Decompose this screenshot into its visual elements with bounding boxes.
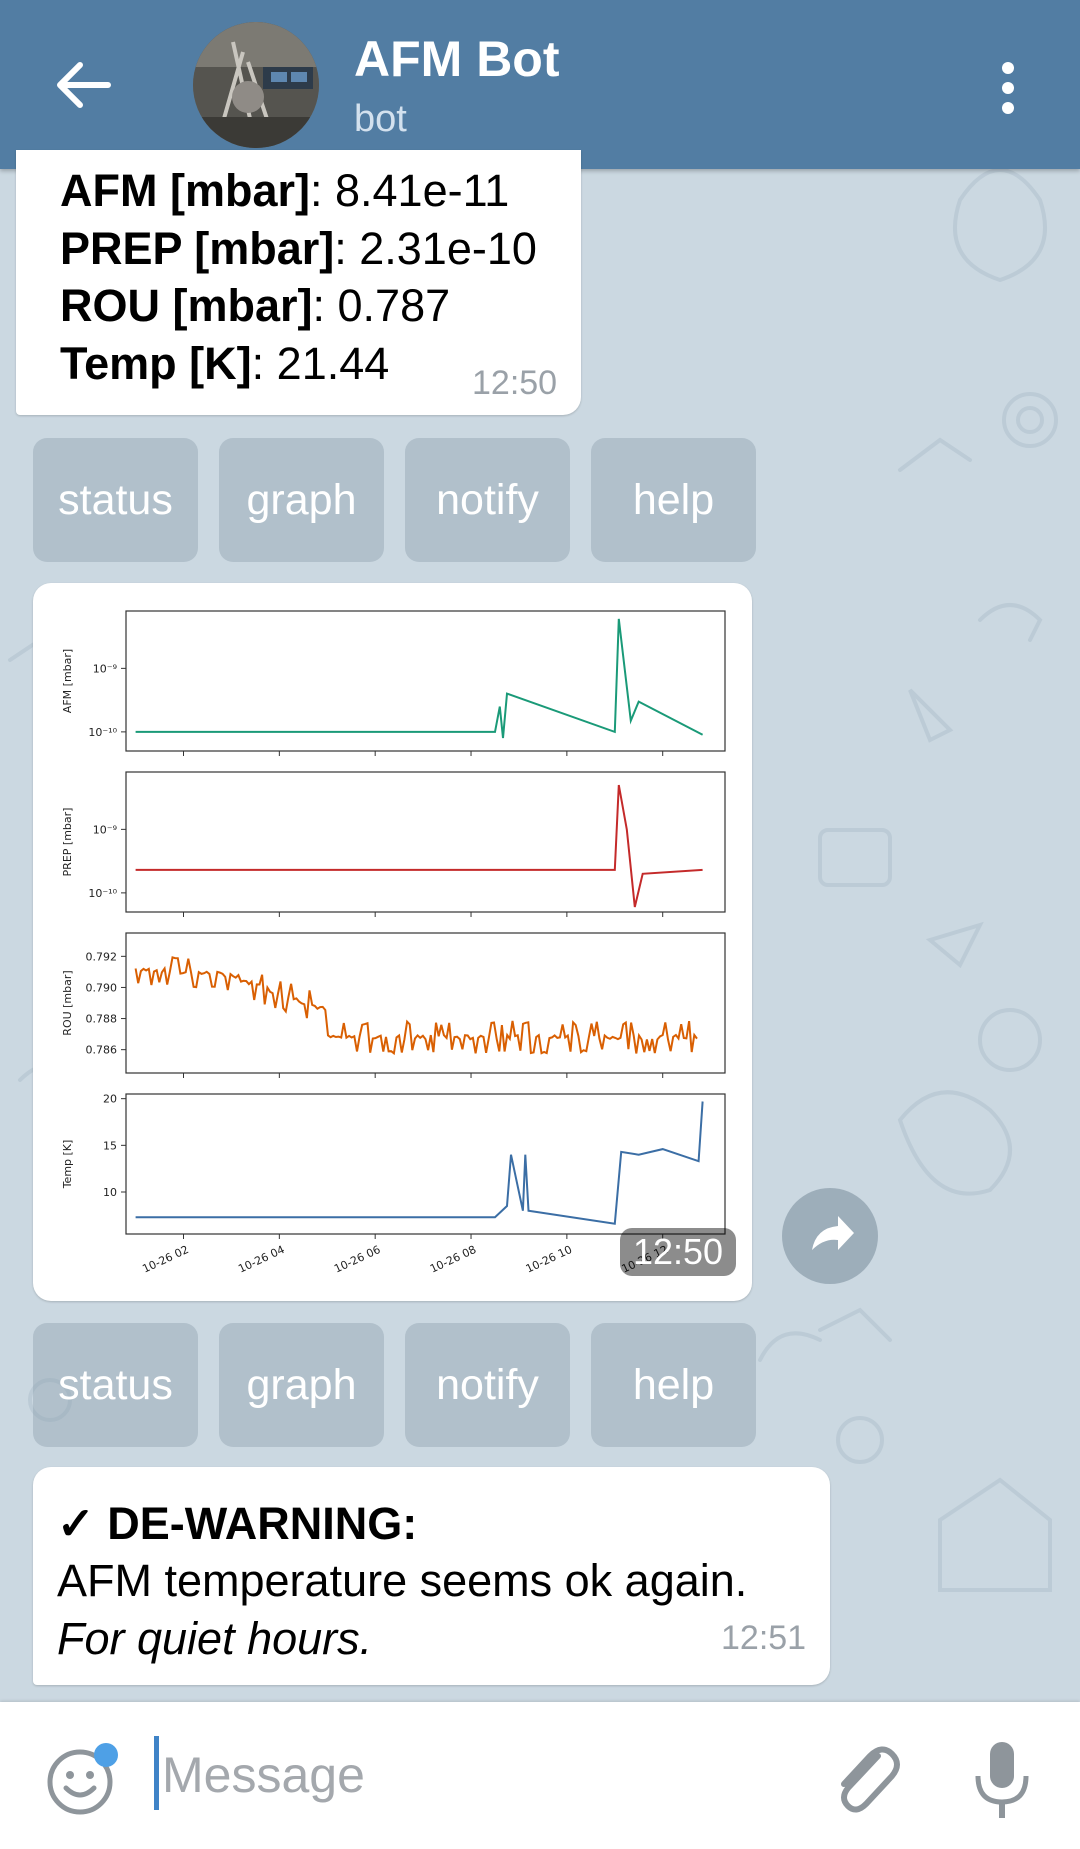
message-composer [0,1702,1080,1849]
chat-header: AFM Bot bot [0,0,1080,169]
x-tick-label: 10-26 10 [524,1243,574,1276]
y-tick-label: 20 [103,1093,117,1106]
y-axis-label: PREP [mbar] [61,808,74,877]
keyboard-graph-button[interactable]: graph [219,438,384,562]
status-line-rou: ROU [mbar]: 0.787 [60,280,451,331]
y-tick-label: 0.788 [86,1013,118,1026]
y-tick-label: 15 [103,1139,117,1152]
status-line-temp: Temp [K]: 21.44 [60,338,390,389]
keyboard-help-button[interactable]: help [591,438,756,562]
emoji-icon[interactable] [44,1742,120,1818]
y-tick-label: 10⁻¹⁰ [88,726,117,739]
message-time: 12:50 [472,364,558,402]
y-tick-label: 10⁻⁹ [93,662,117,675]
x-tick-label: 10-26 04 [236,1243,286,1276]
x-tick-label: 10-26 02 [140,1243,190,1276]
avatar-image [193,22,319,148]
status-line-prep: PREP [mbar]: 2.31e-10 [60,223,537,274]
series-line [135,618,704,739]
message-input[interactable] [160,1732,784,1818]
warning-title: ✓ DE-WARNING: [57,1498,418,1549]
warning-message: ✓ DE-WARNING: AFM temperature seems ok a… [33,1467,830,1685]
y-axis-label: Temp [K] [61,1140,74,1190]
message-time: 12:50 [620,1228,736,1276]
warning-text: AFM temperature seems ok again. [57,1555,748,1606]
keyboard-status-button[interactable]: status [33,1323,198,1447]
status-line-afm: AFM [mbar]: 8.41e-11 [60,165,510,216]
y-tick-label: 10 [103,1186,117,1199]
y-tick-label: 10⁻¹⁰ [88,887,117,900]
y-tick-label: 10⁻⁹ [93,823,117,836]
paperclip-icon[interactable] [826,1738,902,1818]
more-vertical-icon[interactable] [990,58,1026,118]
chat-title: AFM Bot [354,31,560,87]
keyboard-graph-button[interactable]: graph [219,1323,384,1447]
status-message: AFM [mbar]: 8.41e-11 PREP [mbar]: 2.31e-… [16,150,581,415]
share-button[interactable] [782,1188,878,1284]
series-line [135,784,703,908]
y-axis-label: AFM [mbar] [61,649,74,713]
warning-note: For quiet hours. [57,1613,373,1664]
y-tick-label: 0.792 [86,950,118,963]
keyboard-notify-button[interactable]: notify [405,1323,570,1447]
plot-frame [125,610,726,752]
plot-frame [125,771,726,913]
message-time: 12:51 [721,1619,807,1657]
keyboard-help-button[interactable]: help [591,1323,756,1447]
microphone-icon[interactable] [972,1738,1032,1824]
share-icon [812,1216,854,1250]
keyboard-status-button[interactable]: status [33,438,198,562]
y-tick-label: 0.786 [86,1044,118,1057]
x-tick-label: 10-26 08 [428,1243,478,1276]
series-line [135,1101,704,1225]
y-tick-label: 0.790 [86,981,118,994]
text-cursor [154,1736,159,1810]
avatar[interactable] [193,22,319,148]
graph-message[interactable]: 10⁻¹⁰ 10⁻⁹ AFM [mbar] 10⁻¹⁰ 10⁻⁹ PREP [mbar] 0… [33,583,752,1301]
graph-image: 10⁻¹⁰ 10⁻⁹ AFM [mbar] 10⁻¹⁰ 10⁻⁹ PREP [mbar] 0… [61,610,726,1276]
keyboard-notify-button[interactable]: notify [405,438,570,562]
x-tick-label: 10-26 06 [332,1243,382,1276]
plot-frame [125,932,726,1074]
y-axis-label: ROU [mbar] [61,970,74,1035]
series-line [134,956,698,1056]
plot-frame [125,1093,726,1235]
arrow-left-icon[interactable] [50,52,116,118]
chat-subtitle: bot [354,98,407,140]
